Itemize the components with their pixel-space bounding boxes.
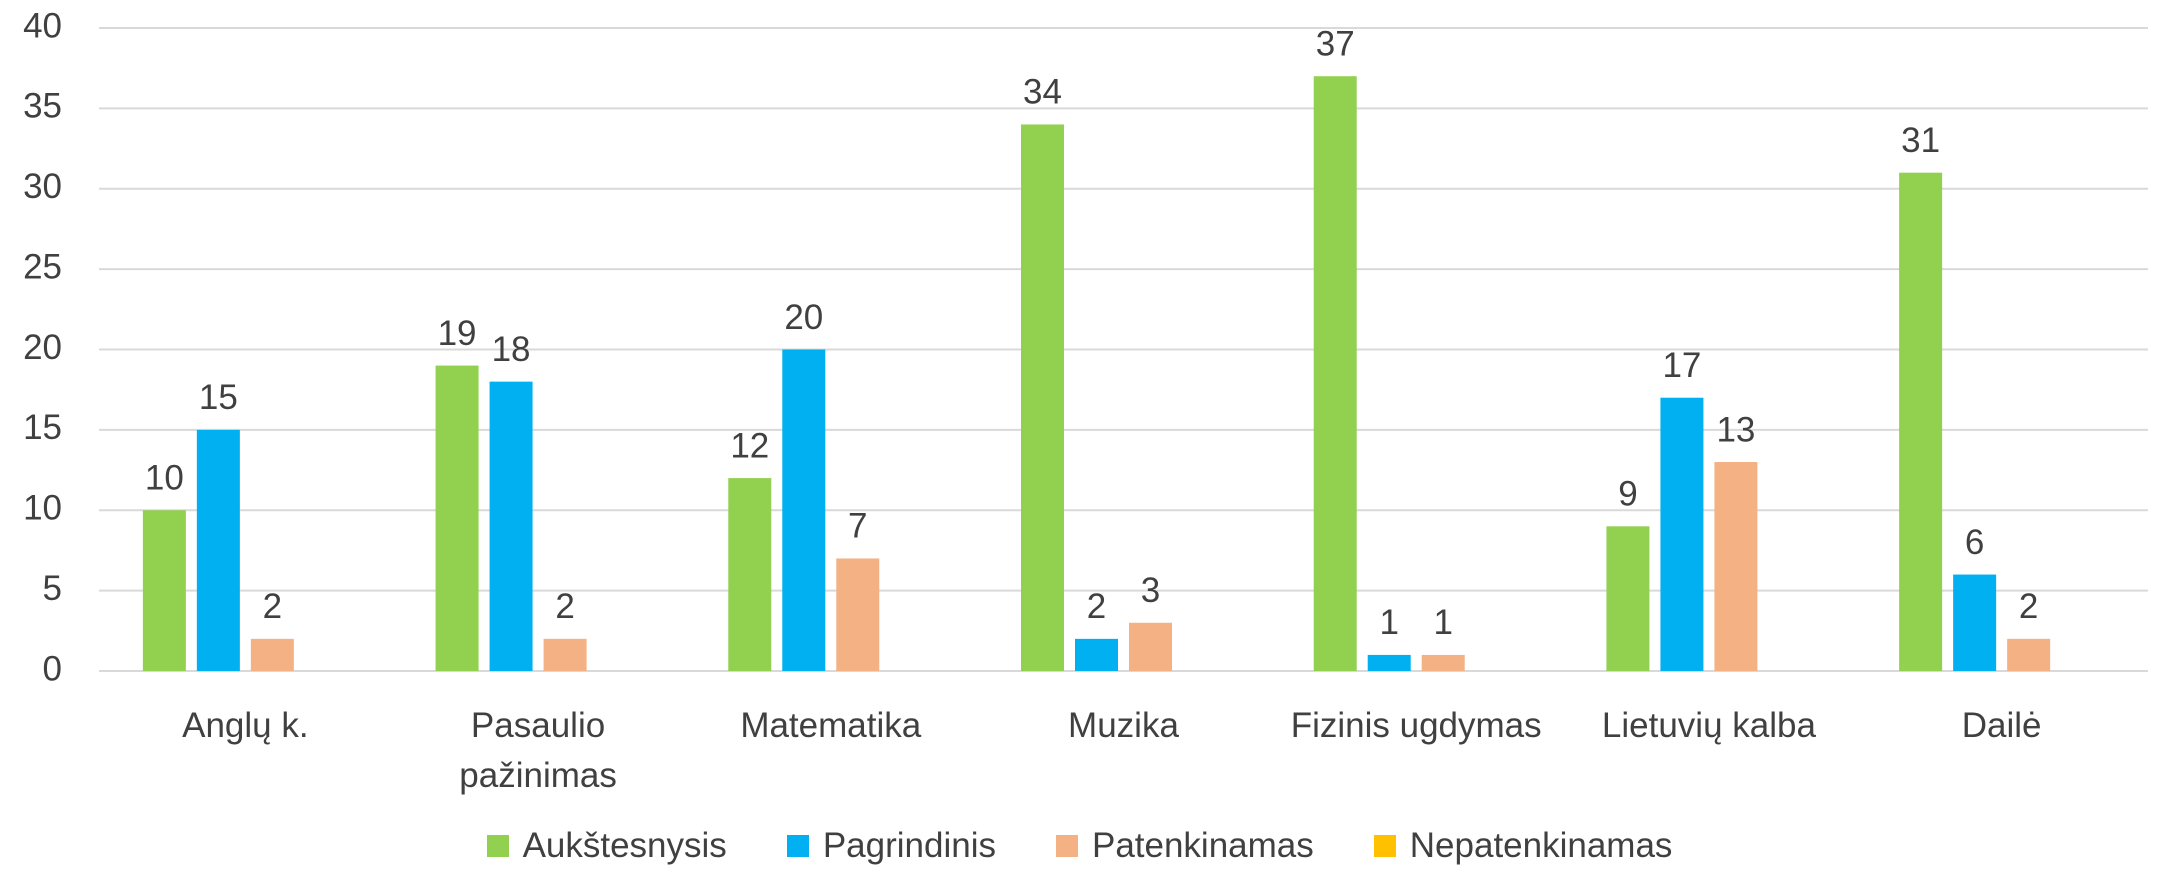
bar (142, 510, 186, 671)
bar (543, 638, 587, 671)
y-tick-label: 35 (23, 87, 62, 126)
y-tick-label: 5 (43, 569, 62, 608)
data-label: 31 (1901, 121, 1940, 160)
legend-swatch (1373, 835, 1396, 857)
x-tick-label: Matematika (740, 706, 922, 745)
bar (250, 638, 294, 671)
data-label: 15 (199, 378, 238, 417)
bar (2007, 638, 2051, 671)
legend-swatch (786, 835, 809, 857)
legend: Aukštesnysis Pagrindinis Patenkinamas Nepat… (0, 826, 2159, 866)
x-tick-label: Lietuvių kalba (1601, 706, 1816, 745)
bar (196, 429, 240, 671)
legend-label: Pagrindinis (822, 826, 996, 865)
data-label: 3 (1141, 571, 1160, 610)
y-tick-label: 15 (23, 408, 62, 447)
x-tick-label: Fizinis ugdymas (1290, 706, 1542, 745)
bar (1075, 638, 1118, 671)
bar (1421, 654, 1465, 671)
legend-item: Pagrindinis (786, 826, 996, 866)
data-label: 9 (1618, 475, 1637, 514)
x-tick-label: Pasaulio pažinimas (459, 706, 617, 795)
bar (728, 478, 772, 671)
data-label: 37 (1316, 24, 1355, 63)
y-tick-label: 40 (23, 6, 62, 45)
data-label: 19 (438, 314, 477, 353)
bar (1899, 172, 1943, 672)
legend-label: Nepatenkinamas (1409, 826, 1673, 865)
bar (1367, 654, 1411, 671)
bar (836, 558, 880, 671)
bar (782, 349, 826, 671)
y-tick-label: 10 (23, 489, 62, 528)
x-tick-label: Dailė (1961, 706, 2042, 745)
data-label: 34 (1023, 73, 1062, 112)
bar (1129, 622, 1172, 671)
data-label: 17 (1662, 346, 1701, 385)
data-label: 1 (1433, 603, 1452, 642)
bar (1313, 76, 1357, 672)
legend-item: Aukštesnysis (486, 826, 727, 866)
y-tick-label: 30 (23, 167, 62, 206)
bar (1953, 574, 1997, 671)
data-label: 10 (145, 459, 184, 498)
data-label: 2 (555, 587, 574, 626)
data-label: 12 (730, 426, 769, 465)
data-label: 2 (1087, 587, 1106, 626)
bar (1714, 462, 1758, 671)
x-tick-label: Muzika (1068, 706, 1179, 745)
legend-item: Patenkinamas (1055, 826, 1314, 866)
legend-swatch (486, 835, 509, 857)
y-tick-label: 20 (23, 328, 62, 367)
data-label: 20 (784, 298, 823, 337)
data-label: 6 (1965, 523, 1984, 562)
x-tick-label: Anglų k. (182, 706, 309, 745)
data-label: 2 (263, 587, 282, 626)
data-label: 7 (848, 507, 867, 546)
bar (1660, 397, 1704, 671)
bar (1606, 526, 1650, 671)
data-label: 2 (2019, 587, 2038, 626)
legend-swatch (1055, 835, 1078, 857)
bar (489, 381, 533, 671)
legend-item: Nepatenkinamas (1373, 826, 1673, 866)
bar (1021, 124, 1064, 671)
y-tick-label: 0 (43, 649, 62, 688)
legend-label: Patenkinamas (1091, 826, 1314, 865)
data-label: 18 (492, 330, 531, 369)
legend-label: Aukštesnysis (522, 826, 727, 865)
data-label: 1 (1379, 603, 1398, 642)
bar (435, 365, 479, 671)
y-tick-label: 25 (23, 247, 62, 286)
data-label: 13 (1716, 410, 1755, 449)
